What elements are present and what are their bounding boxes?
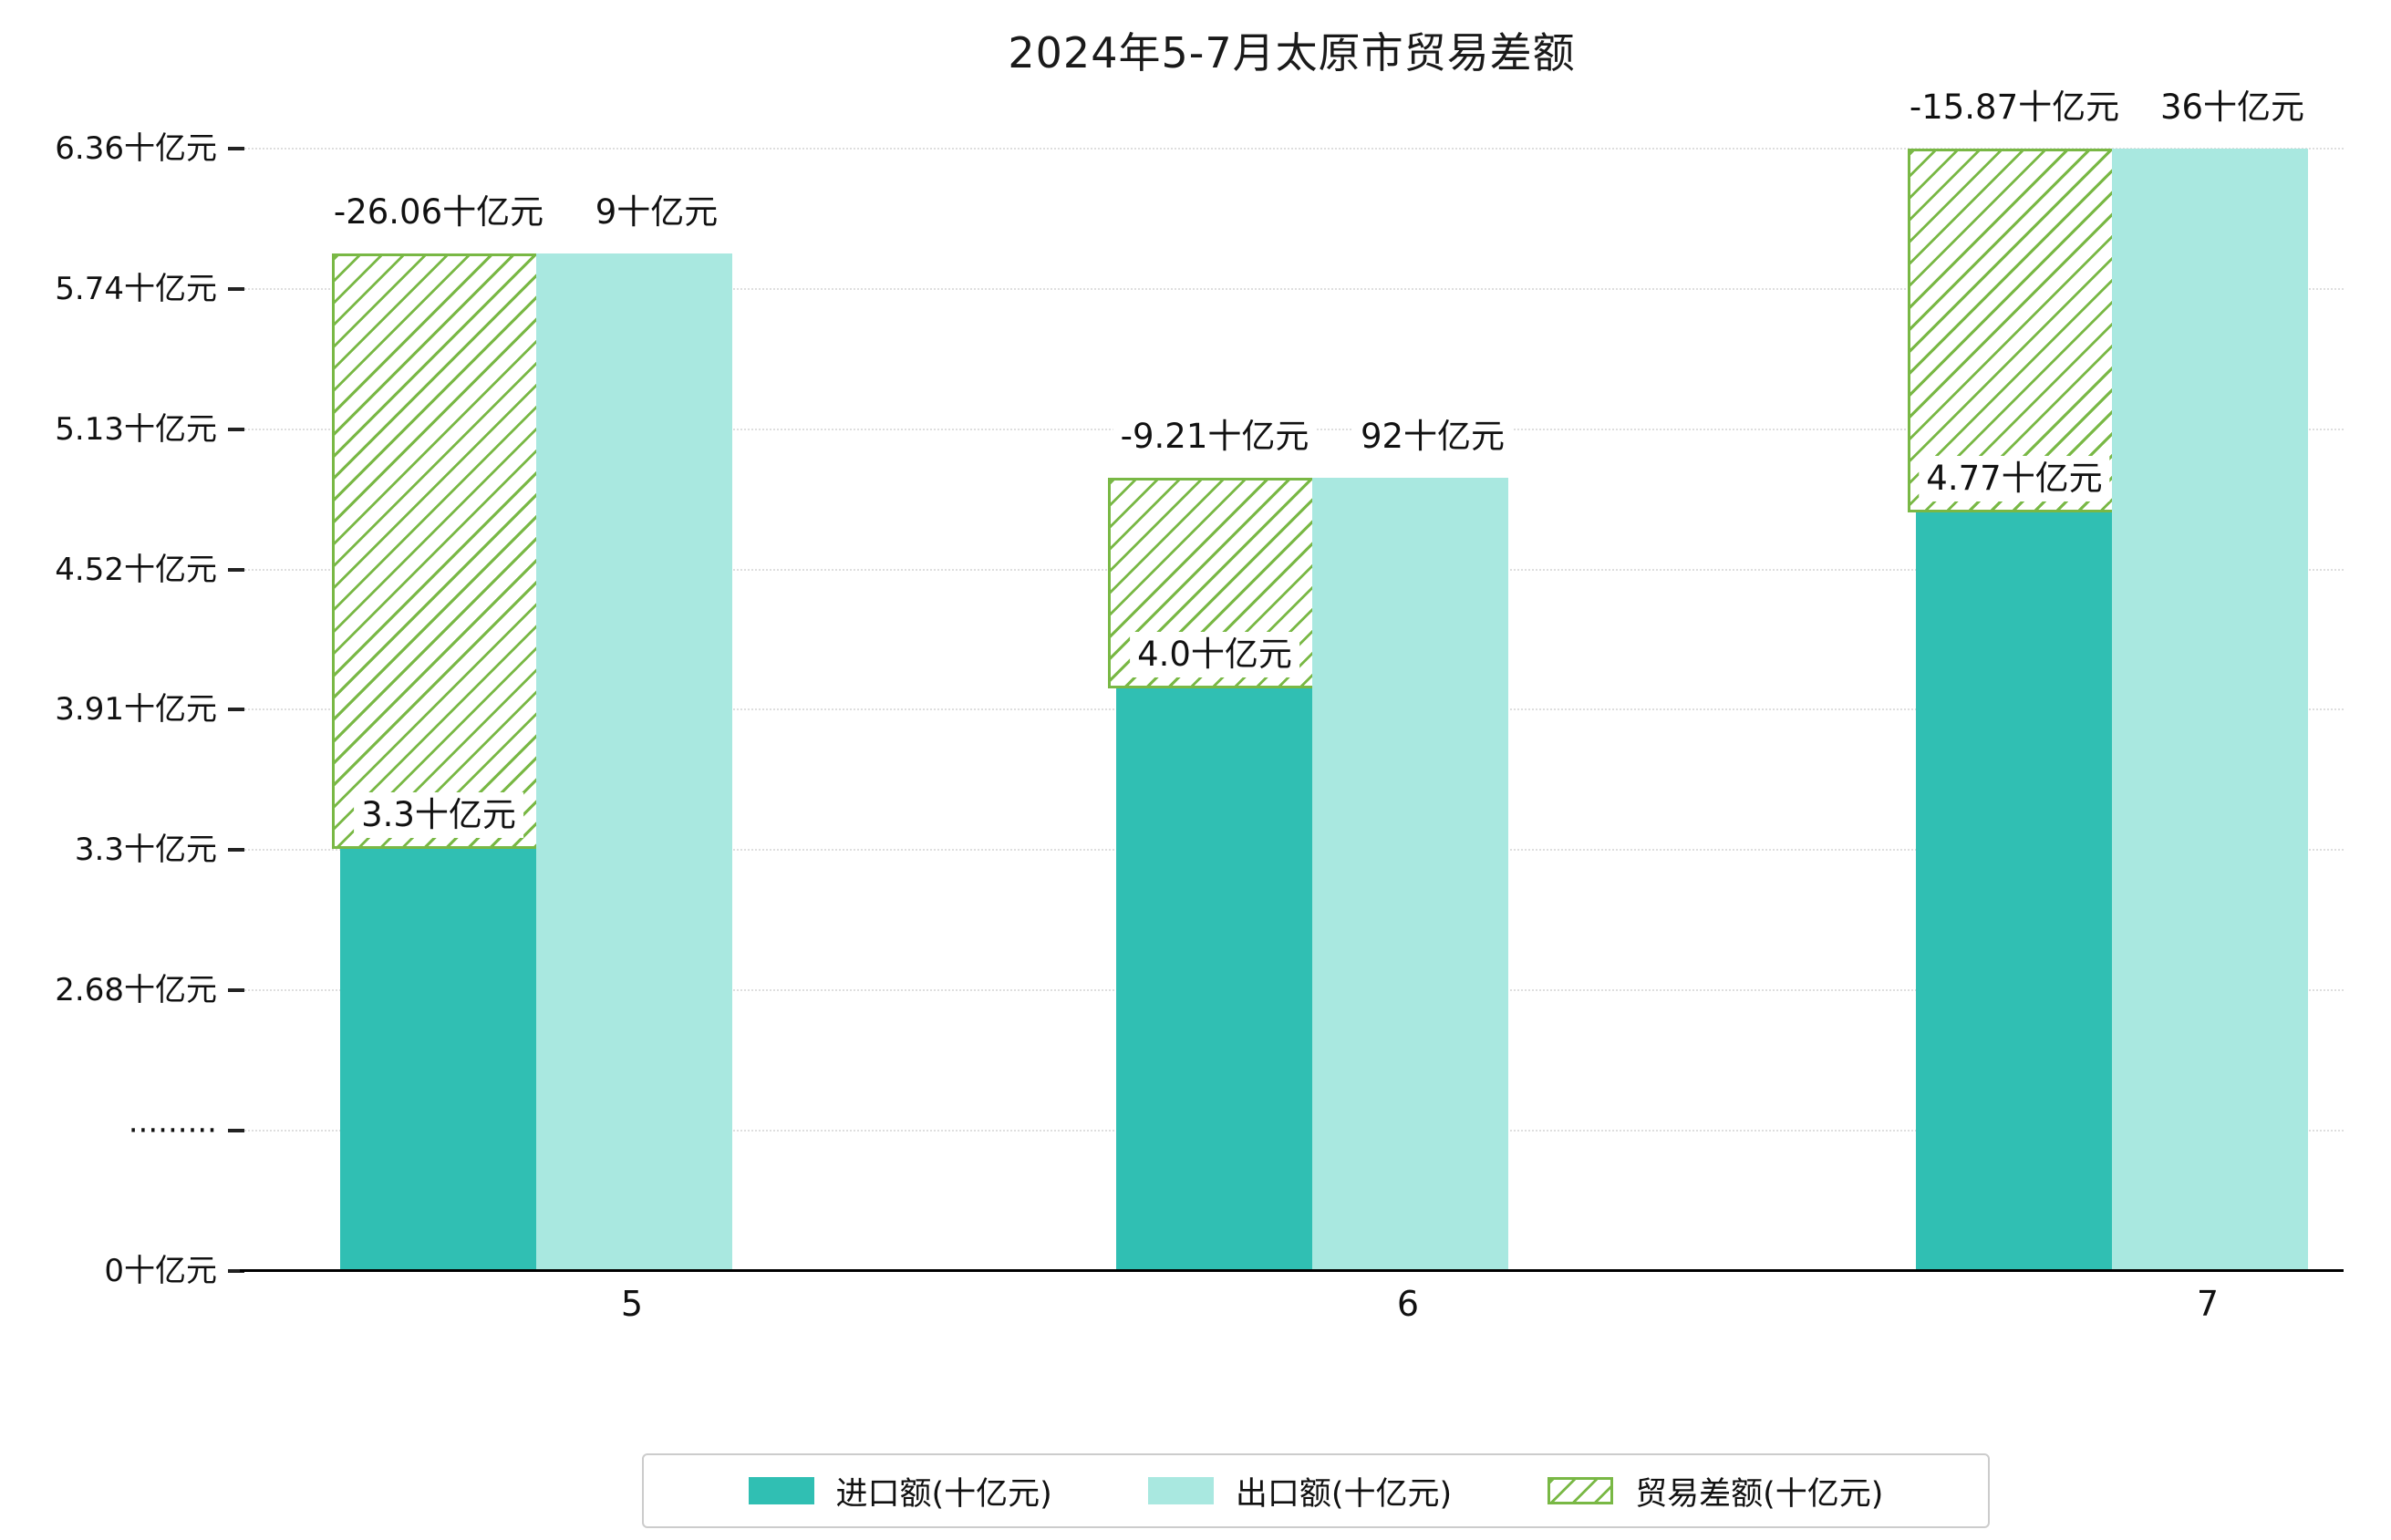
import-bar-label: 3.3十亿元	[354, 791, 523, 838]
balance-bar-label: -26.06十亿元	[326, 190, 552, 236]
y-tick-mark	[228, 146, 244, 150]
legend-label-export: 出口额(十亿元)	[1235, 1475, 1453, 1513]
export-bar	[2112, 149, 2308, 1271]
export-bar	[536, 253, 732, 1271]
y-tick-mark	[228, 1129, 244, 1133]
balance-swatch	[1547, 1477, 1614, 1504]
legend-item-export: 出口额(十亿元)	[1147, 1468, 1453, 1514]
balance-bar-label: -15.87十亿元	[1901, 85, 2127, 131]
import-bar-label: 4.0十亿元	[1130, 631, 1299, 677]
import-bar	[1116, 687, 1312, 1271]
chart-title: 2024年5-7月太原市贸易差额	[1008, 28, 1576, 78]
x-tick-label: 7	[2196, 1284, 2220, 1324]
gridline	[240, 147, 2344, 150]
legend: 进口额(十亿元) 出口额(十亿元) 贸易差额(十亿元)	[642, 1453, 1990, 1528]
import-swatch	[748, 1477, 814, 1504]
y-tick-mark	[228, 567, 244, 572]
y-tick-mark	[228, 427, 244, 431]
import-bar-label: 4.77十亿元	[1919, 455, 2110, 501]
export-bar-label: 92十亿元	[1352, 414, 1513, 460]
balance-bar	[332, 253, 539, 849]
y-tick-mark	[228, 286, 244, 291]
export-swatch	[1147, 1477, 1214, 1504]
y-tick-label: 6.36十亿元	[55, 129, 217, 167]
y-tick-mark	[228, 1269, 244, 1273]
legend-label-import: 进口额(十亿元)	[835, 1475, 1052, 1513]
x-tick-label: 6	[1396, 1284, 1420, 1324]
x-axis-line	[240, 1269, 2344, 1272]
y-tick-label: 0十亿元	[104, 1253, 217, 1289]
legend-item-import: 进口额(十亿元)	[748, 1468, 1052, 1514]
y-tick-label: 5.74十亿元	[55, 270, 217, 307]
y-tick-label: 5.13十亿元	[55, 410, 217, 448]
import-bar	[1916, 512, 2112, 1271]
legend-item-balance: 贸易差额(十亿元)	[1547, 1468, 1883, 1514]
y-tick-mark	[228, 988, 244, 993]
gridline	[240, 287, 2344, 290]
y-tick-mark	[228, 848, 244, 853]
legend-label-balance: 贸易差额(十亿元)	[1635, 1475, 1884, 1513]
export-bar-label: 36十亿元	[2152, 85, 2313, 131]
y-axis-break-label: ·········	[128, 1112, 217, 1150]
export-bar	[1312, 478, 1508, 1271]
y-tick-label: 3.91十亿元	[55, 691, 217, 729]
y-tick-label: 3.3十亿元	[74, 832, 217, 869]
import-bar	[340, 848, 536, 1271]
export-bar-label: 9十亿元	[587, 190, 726, 236]
balance-bar-label: -9.21十亿元	[1113, 414, 1317, 460]
y-tick-label: 2.68十亿元	[55, 972, 217, 1009]
x-tick-label: 5	[620, 1284, 644, 1324]
y-tick-label: 4.52十亿元	[55, 551, 217, 588]
y-tick-mark	[228, 708, 244, 712]
